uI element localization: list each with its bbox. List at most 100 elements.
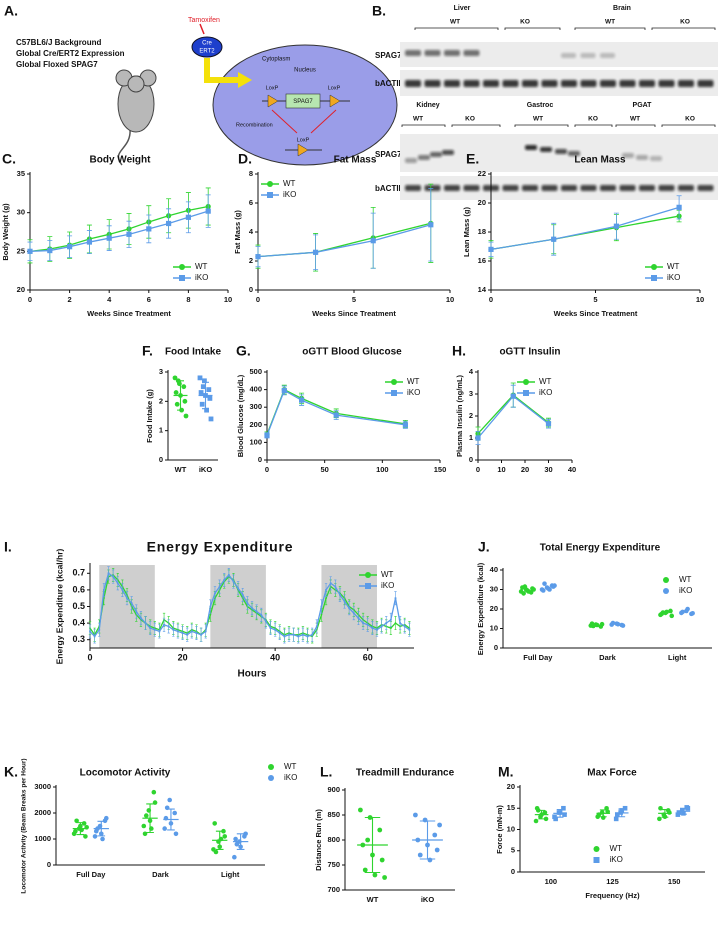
genotype-label: KO [588,116,598,123]
marker [213,849,219,855]
marker [92,834,98,839]
marker [190,630,193,633]
legend-label: iKO [407,388,420,397]
marker [402,422,408,428]
marker [83,834,88,839]
marker [352,612,355,615]
marker [380,625,383,628]
marker [202,378,207,384]
legend-label: WT [407,377,420,386]
x-tick-label: 0 [28,295,32,304]
y-axis-label: Distance Run (m) [314,809,323,871]
marker [370,238,376,244]
y-tick-label: 5 [511,846,515,855]
genotype-label: WT [450,19,460,26]
marker [613,816,619,822]
marker [542,581,547,586]
marker [208,416,214,422]
bracket [651,27,716,30]
blot-band [502,80,519,87]
marker [205,208,211,214]
legend-label: iKO [195,273,208,282]
marker [358,807,363,813]
marker [488,246,494,252]
marker [241,593,244,596]
legend-marker [593,846,600,852]
legend-marker [268,775,274,781]
marker [232,854,237,860]
panel-letter: H. [452,343,466,359]
y-tick-label: 100 [249,437,262,446]
blot-band [658,80,675,87]
marker [151,789,157,795]
marker [195,632,198,634]
marker [204,630,207,633]
legend-label: WT [539,377,552,386]
y-tick-label: 900 [327,785,340,794]
genotype-label: WT [630,116,640,123]
legend-label: iKO [679,586,692,595]
marker [422,817,428,823]
marker [547,587,552,592]
chart: E. Lean Mass Lean Mass (g) Weeks Since Trea… [462,151,704,318]
sd-bar [202,381,209,410]
tissue-label: Kidney [416,102,439,109]
x-tick-label: 2 [68,295,72,304]
y-tick-label: 500 [249,367,262,376]
marker [212,821,218,826]
y-tick-label: 0 [249,285,253,294]
chart-title: Total Energy Expenditure [540,543,661,554]
tissue-label: Liver [454,5,471,12]
marker [562,812,567,817]
panel-letter: L. [320,764,332,780]
marker [100,836,105,842]
genotype-label: KO [680,19,690,26]
legend-label: WT [283,179,296,188]
y-tick-label: 2 [159,396,163,405]
blot-band [580,80,597,87]
blot-band [541,80,558,87]
blot-band [639,80,655,87]
marker [89,630,91,633]
marker [297,635,300,638]
marker [86,239,92,245]
panel-letter: M. [498,764,514,780]
arrow [271,109,337,134]
blot-band [540,147,552,152]
marker [622,805,628,811]
blot-band [658,185,675,191]
y-tick-label: 3 [469,389,473,398]
y-tick-label: 0 [469,455,473,464]
x-tick-label: 100 [545,877,558,886]
marker [669,613,675,619]
marker [552,583,557,588]
marker [144,622,147,624]
marker [545,421,552,427]
marker [181,384,187,390]
x-tick-label: 125 [606,877,619,886]
blot-band [580,185,597,191]
marker [81,821,87,826]
legend-label: iKO [381,581,394,590]
bracket [401,124,446,127]
marker [214,592,216,595]
x-tick-label: Full Day [523,653,553,662]
marker [664,609,670,615]
chart: L. Treadmill Endurance Distance Run (m) 700… [314,764,455,904]
marker [234,841,240,847]
marker [269,627,272,629]
marker [199,401,205,407]
y-tick-label: 8 [249,169,253,178]
y-axis-label: Blood Glucose (mg/dL) [236,374,245,457]
blot-band [405,158,417,163]
y-tick-label: 0.7 [72,568,85,578]
recombination-label: Recombination [236,122,273,128]
y-axis-label: Locomotor Activity (Beam Breaks per Hour… [21,758,28,893]
y-tick-label: 4 [249,227,254,236]
marker [173,390,179,395]
marker [680,609,685,615]
cre-ert2 [191,36,223,58]
sd-bar [538,809,545,820]
marker [543,816,549,822]
